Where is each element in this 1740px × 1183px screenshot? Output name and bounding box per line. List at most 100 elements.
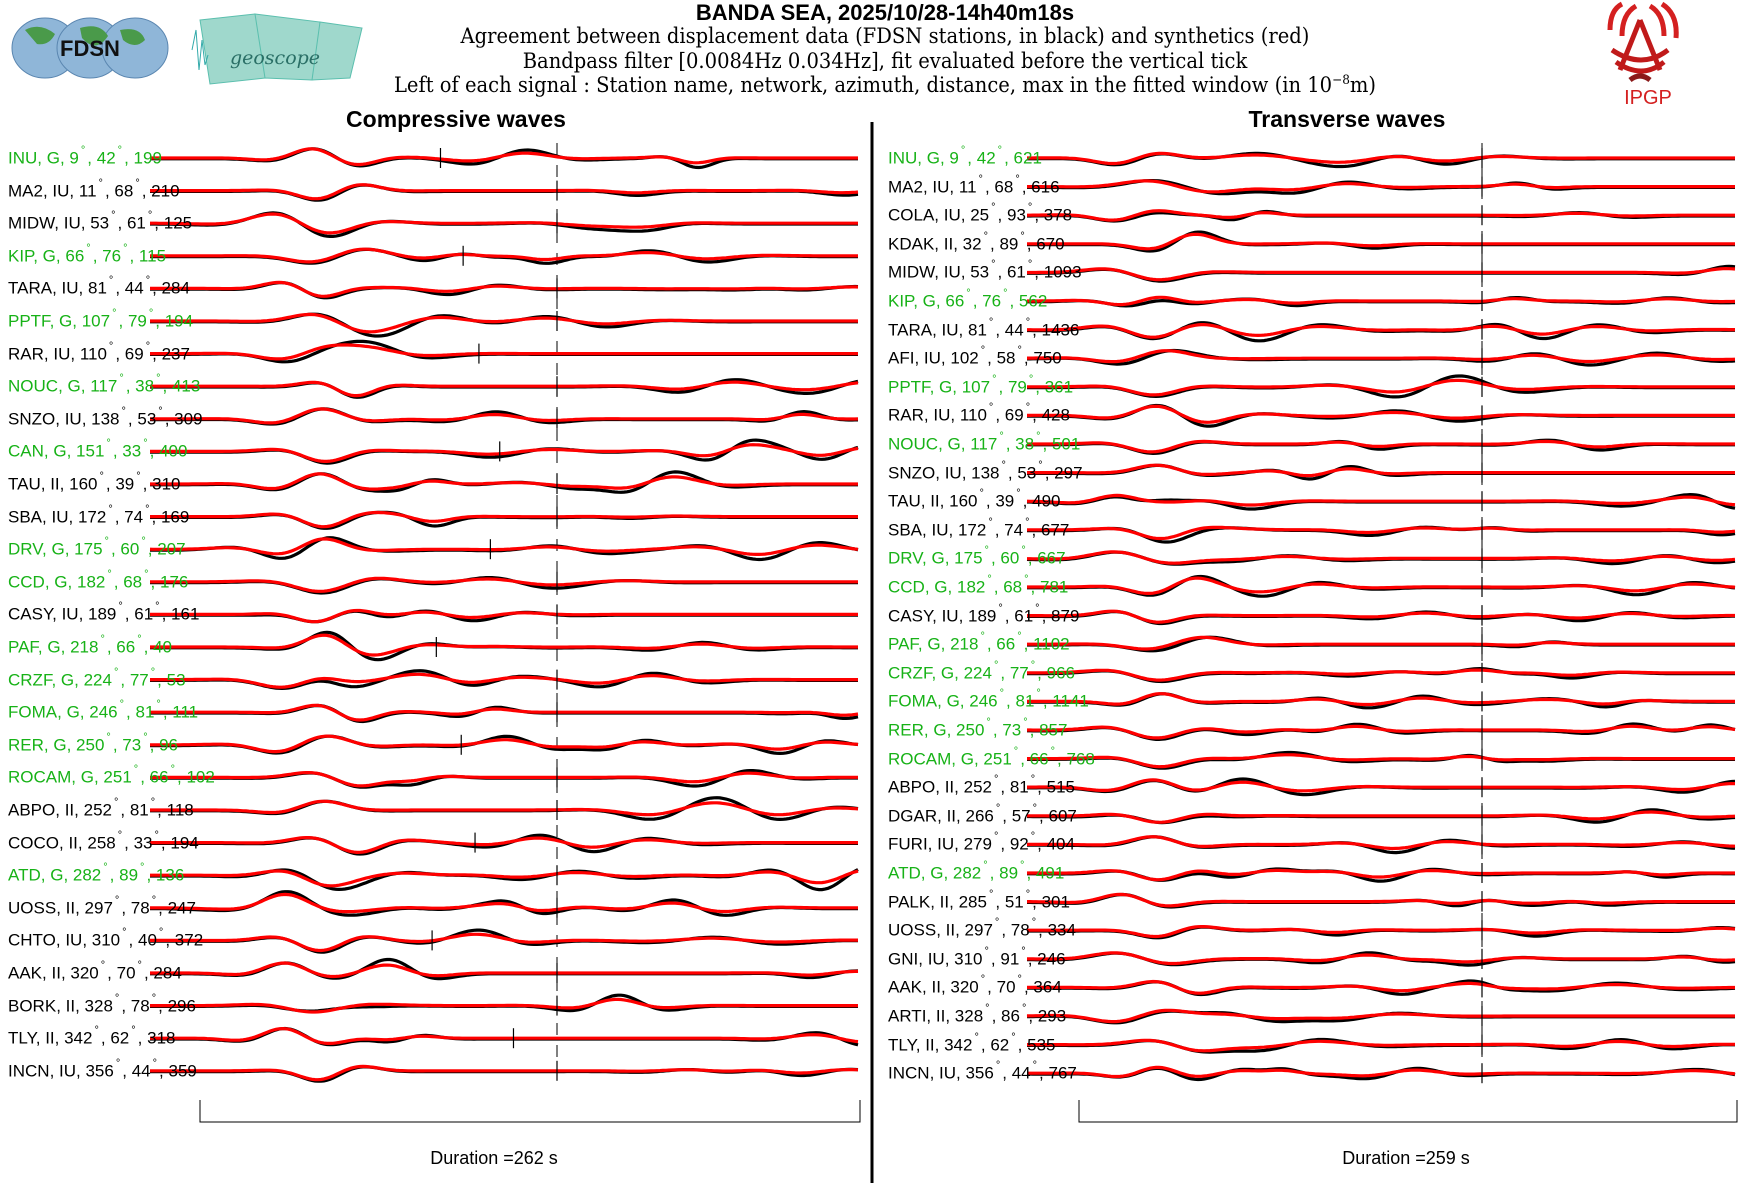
azimuth: 110 <box>959 405 987 425</box>
station-name: INU <box>888 148 918 168</box>
degree-symbol: ° <box>119 372 124 385</box>
degree-symbol: ° <box>988 402 994 415</box>
station-name: DRV <box>8 539 43 559</box>
degree-symbol: ° <box>117 829 123 842</box>
network: II <box>935 1006 946 1026</box>
synthetic-trace <box>150 997 858 1014</box>
degree-symbol: ° <box>1032 1059 1038 1072</box>
station-name: INCN <box>8 1061 50 1081</box>
degree-symbol: ° <box>107 568 112 581</box>
degree-symbol: ° <box>1017 344 1022 357</box>
synthetic-trace <box>1027 635 1735 651</box>
azimuth: 11 <box>78 180 97 200</box>
network: IU <box>927 949 945 969</box>
distance: 76 <box>982 291 1002 311</box>
max-amplitude: 404 <box>1046 834 1075 854</box>
station-label: ARTI, II, 328 °, 86 °, 293 <box>888 1002 1067 1026</box>
distance: 58 <box>996 348 1016 368</box>
degree-symbol: ° <box>113 796 119 809</box>
synthetic-trace <box>1027 439 1735 454</box>
azimuth: 182 <box>76 572 106 592</box>
network: G <box>54 572 68 592</box>
degree-symbol: ° <box>104 535 109 548</box>
station-label: PAF, G, 218 °, 66 °, 40 <box>8 633 172 657</box>
distance: 66 <box>149 767 169 787</box>
station-label: DRV, G, 175 °, 60 °, 207 <box>8 535 186 559</box>
degree-symbol: ° <box>993 659 999 672</box>
station-label: RER, G, 250 °, 73 °, 96 <box>8 731 178 755</box>
azimuth: 151 <box>76 441 105 461</box>
degree-symbol: ° <box>144 568 149 581</box>
distance: 66 <box>1029 748 1049 768</box>
station-label: CRZF, G, 224 °, 77 °, 53 <box>8 666 186 689</box>
distance: 74 <box>1004 520 1024 540</box>
station-name: MA2 <box>8 180 43 200</box>
max-amplitude: 768 <box>1066 748 1095 768</box>
degree-symbol: ° <box>1013 745 1019 758</box>
distance: 70 <box>116 963 136 983</box>
synthetic-trace <box>1027 209 1735 222</box>
legend-text: Left of each signal : Station name, netw… <box>393 73 1333 97</box>
degree-symbol: ° <box>999 688 1005 701</box>
max-amplitude: 361 <box>1044 377 1074 397</box>
max-amplitude: 136 <box>155 865 185 885</box>
synthetic-trace <box>1027 323 1735 339</box>
max-amplitude: 125 <box>163 213 193 233</box>
network: II <box>45 1028 55 1048</box>
network: IU <box>59 1061 77 1081</box>
max-amplitude: 413 <box>171 376 201 396</box>
synthetic-trace <box>1026 493 1736 507</box>
station-name: CHTO <box>8 930 56 950</box>
distance: 42 <box>96 148 116 168</box>
max-amplitude: 199 <box>133 148 162 168</box>
degree-symbol: ° <box>1016 487 1021 500</box>
azimuth: 117 <box>90 376 118 396</box>
station-label: PPTF, G, 107 °, 79 °, 361 <box>888 373 1074 397</box>
degree-symbol: ° <box>118 601 123 614</box>
max-amplitude: 1141 <box>1052 691 1089 711</box>
station-name: TARA <box>8 278 53 298</box>
station-label: MA2, IU, 11 °, 68 °, 210 <box>8 177 180 200</box>
station-label: CRZF, G, 224 °, 77 °, 966 <box>888 659 1075 683</box>
degree-symbol: ° <box>1038 459 1043 472</box>
synthetic-trace <box>1027 378 1735 397</box>
network: G <box>60 669 75 689</box>
max-amplitude: 118 <box>166 800 194 820</box>
degree-symbol: ° <box>112 307 117 320</box>
max-amplitude: 501 <box>1051 434 1081 454</box>
station-label: TLY, II, 342 °, 62 °, 535 <box>888 1031 1056 1054</box>
network: IU <box>63 213 81 233</box>
network: G <box>42 246 56 266</box>
distance: 57 <box>1011 806 1031 826</box>
distance: 40 <box>138 930 157 950</box>
network: G <box>947 434 961 454</box>
degree-symbol: ° <box>148 307 154 320</box>
station-label: TAU, II, 160 °, 39 °, 310 <box>8 470 181 494</box>
degree-symbol: ° <box>986 716 991 729</box>
degree-symbol: ° <box>988 316 994 329</box>
station-label: TAU, II, 160 °, 39 °, 490 <box>888 487 1061 511</box>
max-amplitude: 857 <box>1039 720 1068 740</box>
degree-symbol: ° <box>113 666 119 679</box>
degree-symbol: ° <box>984 545 989 558</box>
distance: 62 <box>110 1028 130 1048</box>
network: IU <box>52 180 70 200</box>
azimuth: 117 <box>970 434 998 454</box>
azimuth: 297 <box>84 898 113 918</box>
station-label: RAR, IU, 110 °, 69 °, 237 <box>8 340 190 363</box>
azimuth: 160 <box>69 474 98 494</box>
distance: 62 <box>990 1034 1010 1054</box>
network: IU <box>939 1063 957 1083</box>
degree-symbol: ° <box>980 344 986 357</box>
station-name: COCO <box>8 832 59 852</box>
azimuth: 342 <box>64 1028 93 1048</box>
degree-symbol: ° <box>991 259 996 272</box>
station-label: PALK, II, 285 °, 51 °, 301 <box>888 888 1070 911</box>
azimuth: 310 <box>954 949 983 969</box>
synthetic-trace <box>150 1026 859 1045</box>
synthetic-trace <box>150 510 858 529</box>
distance: 76 <box>102 246 122 266</box>
station-label: UOSS, II, 297 °, 78 °, 334 <box>888 916 1076 940</box>
synthetic-trace <box>150 280 859 298</box>
network: IU <box>65 930 83 950</box>
